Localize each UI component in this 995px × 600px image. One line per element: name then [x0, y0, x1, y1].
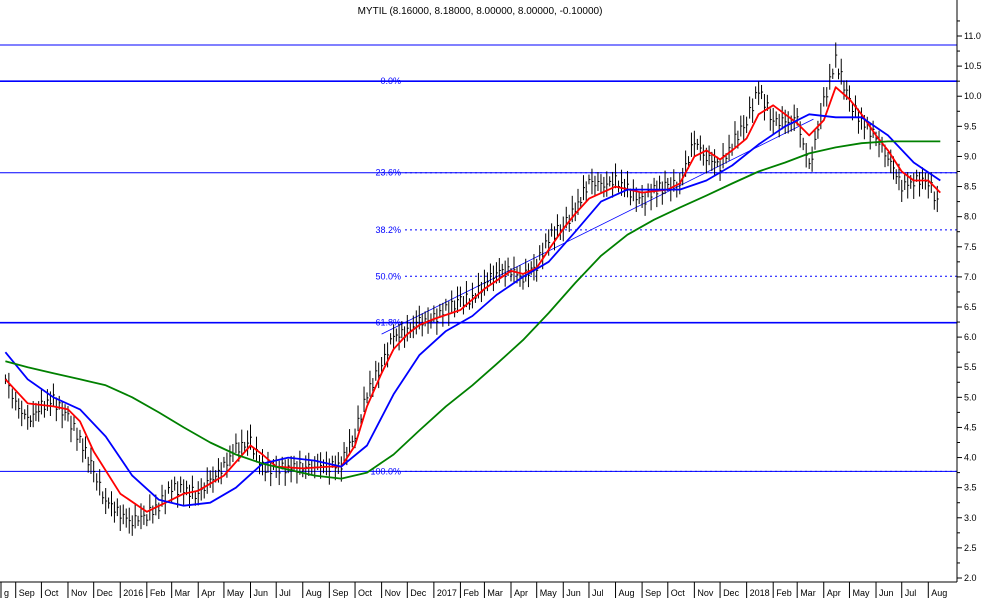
x-tick-label: 2016 — [123, 588, 143, 598]
x-tick-label: Feb — [463, 588, 479, 598]
y-tick-label: 9.0 — [964, 151, 977, 161]
x-tick-label: Nov — [385, 588, 402, 598]
x-tick-label: Mar — [487, 588, 503, 598]
x-tick-label: 2018 — [750, 588, 770, 598]
x-tick-label: Oct — [358, 588, 373, 598]
x-tick-label: Jul — [905, 588, 917, 598]
x-tick-label: Mar — [800, 588, 816, 598]
y-tick-label: 8.0 — [964, 212, 977, 222]
y-tick-label: 10.0 — [964, 91, 982, 101]
x-tick-label: Apr — [201, 588, 215, 598]
y-tick-label: 11.0 — [964, 31, 981, 41]
moving-average-line — [4, 86, 941, 513]
y-tick-label: 4.0 — [964, 453, 977, 463]
fib-level-label: 0.0% — [380, 76, 401, 86]
y-tick-label: 5.0 — [964, 392, 977, 402]
chart-title: MYTIL (8.16000, 8.18000, 8.00000, 8.0000… — [358, 6, 603, 17]
series-3 — [5, 140, 941, 480]
y-tick-label: 8.5 — [964, 182, 977, 192]
trend-line — [381, 118, 814, 335]
x-tick-label: Mar — [175, 588, 191, 598]
x-tick-label: Feb — [150, 588, 166, 598]
fib-level-label: 100.0% — [370, 466, 401, 476]
x-tick-label: Jun — [253, 588, 268, 598]
x-tick-label: Apr — [827, 588, 841, 598]
trend-lines — [381, 118, 814, 335]
y-tick-label: 2.0 — [964, 573, 977, 583]
x-tick-label: 2017 — [437, 588, 457, 598]
x-tick-label: Jun — [879, 588, 894, 598]
x-tick-label: Dec — [723, 588, 740, 598]
fib-level-label: 23.6% — [375, 168, 401, 178]
x-tick-label: Feb — [776, 588, 792, 598]
y-tick-label: 7.5 — [964, 242, 977, 252]
y-tick-label: 6.0 — [964, 332, 977, 342]
x-tick-label: Sep — [332, 588, 348, 598]
x-tick-label: Apr — [514, 588, 528, 598]
y-tick-label: 2.5 — [964, 543, 977, 553]
y-tick-label: 5.5 — [964, 362, 977, 372]
y-tick-label: 7.0 — [964, 272, 977, 282]
x-tick-label: Aug — [619, 588, 635, 598]
series-1 — [4, 86, 941, 513]
fibonacci-labels: 0.0% 23.6% 38.2% 50.0% 61.8% 100.0% — [370, 76, 957, 476]
y-tick-label: 6.5 — [964, 302, 977, 312]
x-tick-label: Aug — [931, 588, 947, 598]
horizontal-lines — [0, 44, 957, 472]
x-tick-label: May — [227, 588, 245, 598]
x-tick-label: Sep — [645, 588, 661, 598]
fib-level-label: 61.8% — [375, 318, 401, 328]
x-tick-label: Aug — [306, 588, 322, 598]
y-tick-label: 3.5 — [964, 483, 977, 493]
moving-average-line — [5, 140, 941, 480]
y-tick-label: 9.5 — [964, 121, 977, 131]
x-tick-label: Oct — [671, 588, 686, 598]
y-tick-label: 10.5 — [964, 61, 982, 71]
fib-level-label: 50.0% — [375, 271, 401, 281]
x-tick-label: Dec — [410, 588, 427, 598]
x-tick-label: May — [540, 588, 558, 598]
x-tick-label: Oct — [44, 588, 59, 598]
moving-average-line — [4, 113, 941, 507]
x-tick-label: May — [852, 588, 870, 598]
x-tick-label: Jun — [566, 588, 581, 598]
x-tick-label: Nov — [697, 588, 714, 598]
y-tick-label: 4.5 — [964, 422, 977, 432]
series-2 — [4, 113, 941, 507]
x-tick-label: Jul — [592, 588, 604, 598]
y-tick-label: 3.0 — [964, 513, 977, 523]
x-tick-label: Sep — [19, 588, 35, 598]
x-tick-label: Dec — [97, 588, 114, 598]
x-tick-label: Jul — [279, 588, 291, 598]
series-group — [4, 42, 941, 536]
fib-level-label: 38.2% — [375, 225, 401, 235]
x-tick-label: Nov — [71, 588, 88, 598]
x-tick-label: g — [4, 588, 9, 598]
